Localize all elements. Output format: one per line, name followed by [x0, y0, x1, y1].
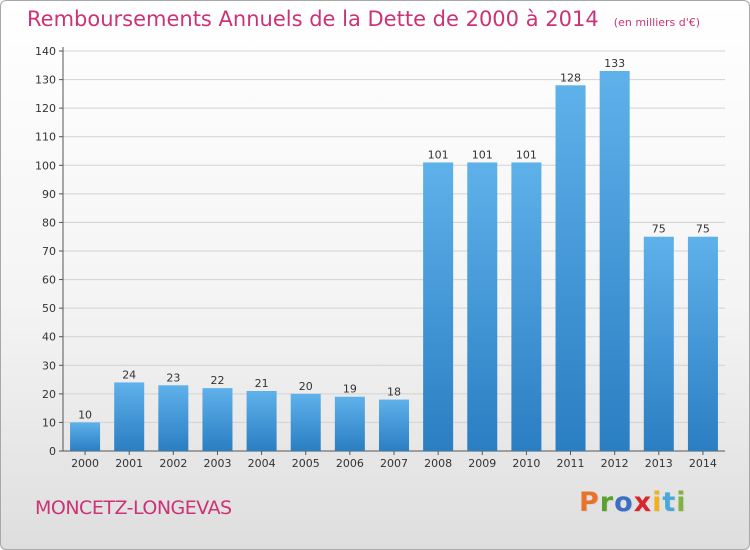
x-tick-label-2005: 2005 [292, 457, 320, 470]
value-label-2011: 128 [560, 71, 581, 84]
y-tick-label: 80 [42, 216, 56, 229]
x-tick-label-2009: 2009 [468, 457, 496, 470]
x-tick-label-2000: 2000 [71, 457, 99, 470]
y-tick-labels: 0 10 20 30 40 50 60 70 80 90 100 110 120 130 140 [35, 45, 56, 458]
logo-letter: o [614, 487, 634, 518]
logo-letter: i [676, 487, 687, 518]
y-tick-label: 0 [49, 445, 56, 458]
value-label-2013: 75 [652, 223, 666, 236]
y-tick-label: 140 [35, 45, 56, 58]
x-tick-label-2008: 2008 [424, 457, 452, 470]
value-label-2007: 18 [387, 386, 401, 399]
y-tick-label: 30 [42, 359, 56, 372]
y-tick-label: 90 [42, 188, 56, 201]
bar-2007 [378, 399, 410, 451]
bar-2006 [334, 396, 365, 451]
chart-subtitle: (en milliers d'€) [613, 16, 701, 29]
value-label-2010: 101 [516, 148, 537, 161]
y-tick-label: 70 [42, 245, 56, 258]
x-tick-labels: 2000 2001 2002 2003 2004 2005 2006 2007 2008 2009… [71, 457, 717, 470]
proxiti-logo: Proxiti [579, 487, 687, 518]
value-labels: 10 24 23 22 21 20 19 18 101 101 101 128 133 75 75 [78, 57, 710, 421]
x-tick-label-2010: 2010 [512, 457, 540, 470]
bar-2013 [643, 236, 674, 451]
bar-2008 [423, 162, 454, 451]
bar-2009 [467, 162, 498, 451]
y-tick-label: 120 [35, 102, 56, 115]
x-tick-label-2006: 2006 [336, 457, 364, 470]
bar-2010 [511, 162, 542, 451]
logo-letter: P [579, 487, 600, 518]
logo-letter: t [662, 487, 677, 518]
bar-2012 [599, 71, 630, 451]
x-tick-label-2011: 2011 [557, 457, 585, 470]
bar-2002 [158, 385, 189, 451]
value-label-2002: 23 [166, 371, 180, 384]
bar-2000 [70, 422, 101, 451]
bar-2004 [246, 391, 277, 451]
x-tick-label-2012: 2012 [601, 457, 629, 470]
x-tick-label-2007: 2007 [380, 457, 408, 470]
logo-letter: i [652, 487, 663, 518]
value-label-2008: 101 [428, 148, 449, 161]
value-label-2004: 21 [255, 377, 269, 390]
logo-letter: r [599, 487, 615, 518]
x-tick-label-2014: 2014 [689, 457, 717, 470]
chart-title: Remboursements Annuels de la Dette de 20… [27, 7, 599, 31]
y-tick-label: 110 [35, 131, 56, 144]
value-label-2006: 19 [343, 383, 357, 396]
y-tick-label: 40 [42, 331, 56, 344]
x-tick-label-2004: 2004 [248, 457, 276, 470]
x-tick-label-2003: 2003 [203, 457, 231, 470]
value-label-2014: 75 [696, 223, 710, 236]
bar-2003 [202, 388, 233, 451]
commune-name: MONCETZ-LONGEVAS [35, 497, 232, 519]
value-label-2009: 101 [472, 148, 493, 161]
bar-2014 [687, 236, 718, 451]
value-label-2000: 10 [78, 408, 92, 421]
y-tick-label: 130 [35, 74, 56, 87]
y-tick-label: 10 [42, 416, 56, 429]
bar-2005 [290, 393, 321, 451]
title-row: Remboursements Annuels de la Dette de 20… [27, 7, 700, 31]
x-tick-label-2013: 2013 [645, 457, 673, 470]
y-tick-label: 60 [42, 274, 56, 287]
y-tick-label: 20 [42, 388, 56, 401]
y-tick-label: 100 [35, 159, 56, 172]
value-label-2005: 20 [299, 380, 313, 393]
x-tick-label-2002: 2002 [159, 457, 187, 470]
bar-2011 [555, 85, 586, 452]
value-label-2001: 24 [122, 368, 136, 381]
x-tick-label-2001: 2001 [115, 457, 143, 470]
logo-letter: x [633, 487, 653, 518]
bars [70, 71, 718, 452]
y-tick-label: 50 [42, 302, 56, 315]
bar-2001 [114, 382, 145, 451]
value-label-2003: 22 [210, 374, 224, 387]
value-label-2012: 133 [604, 57, 625, 70]
